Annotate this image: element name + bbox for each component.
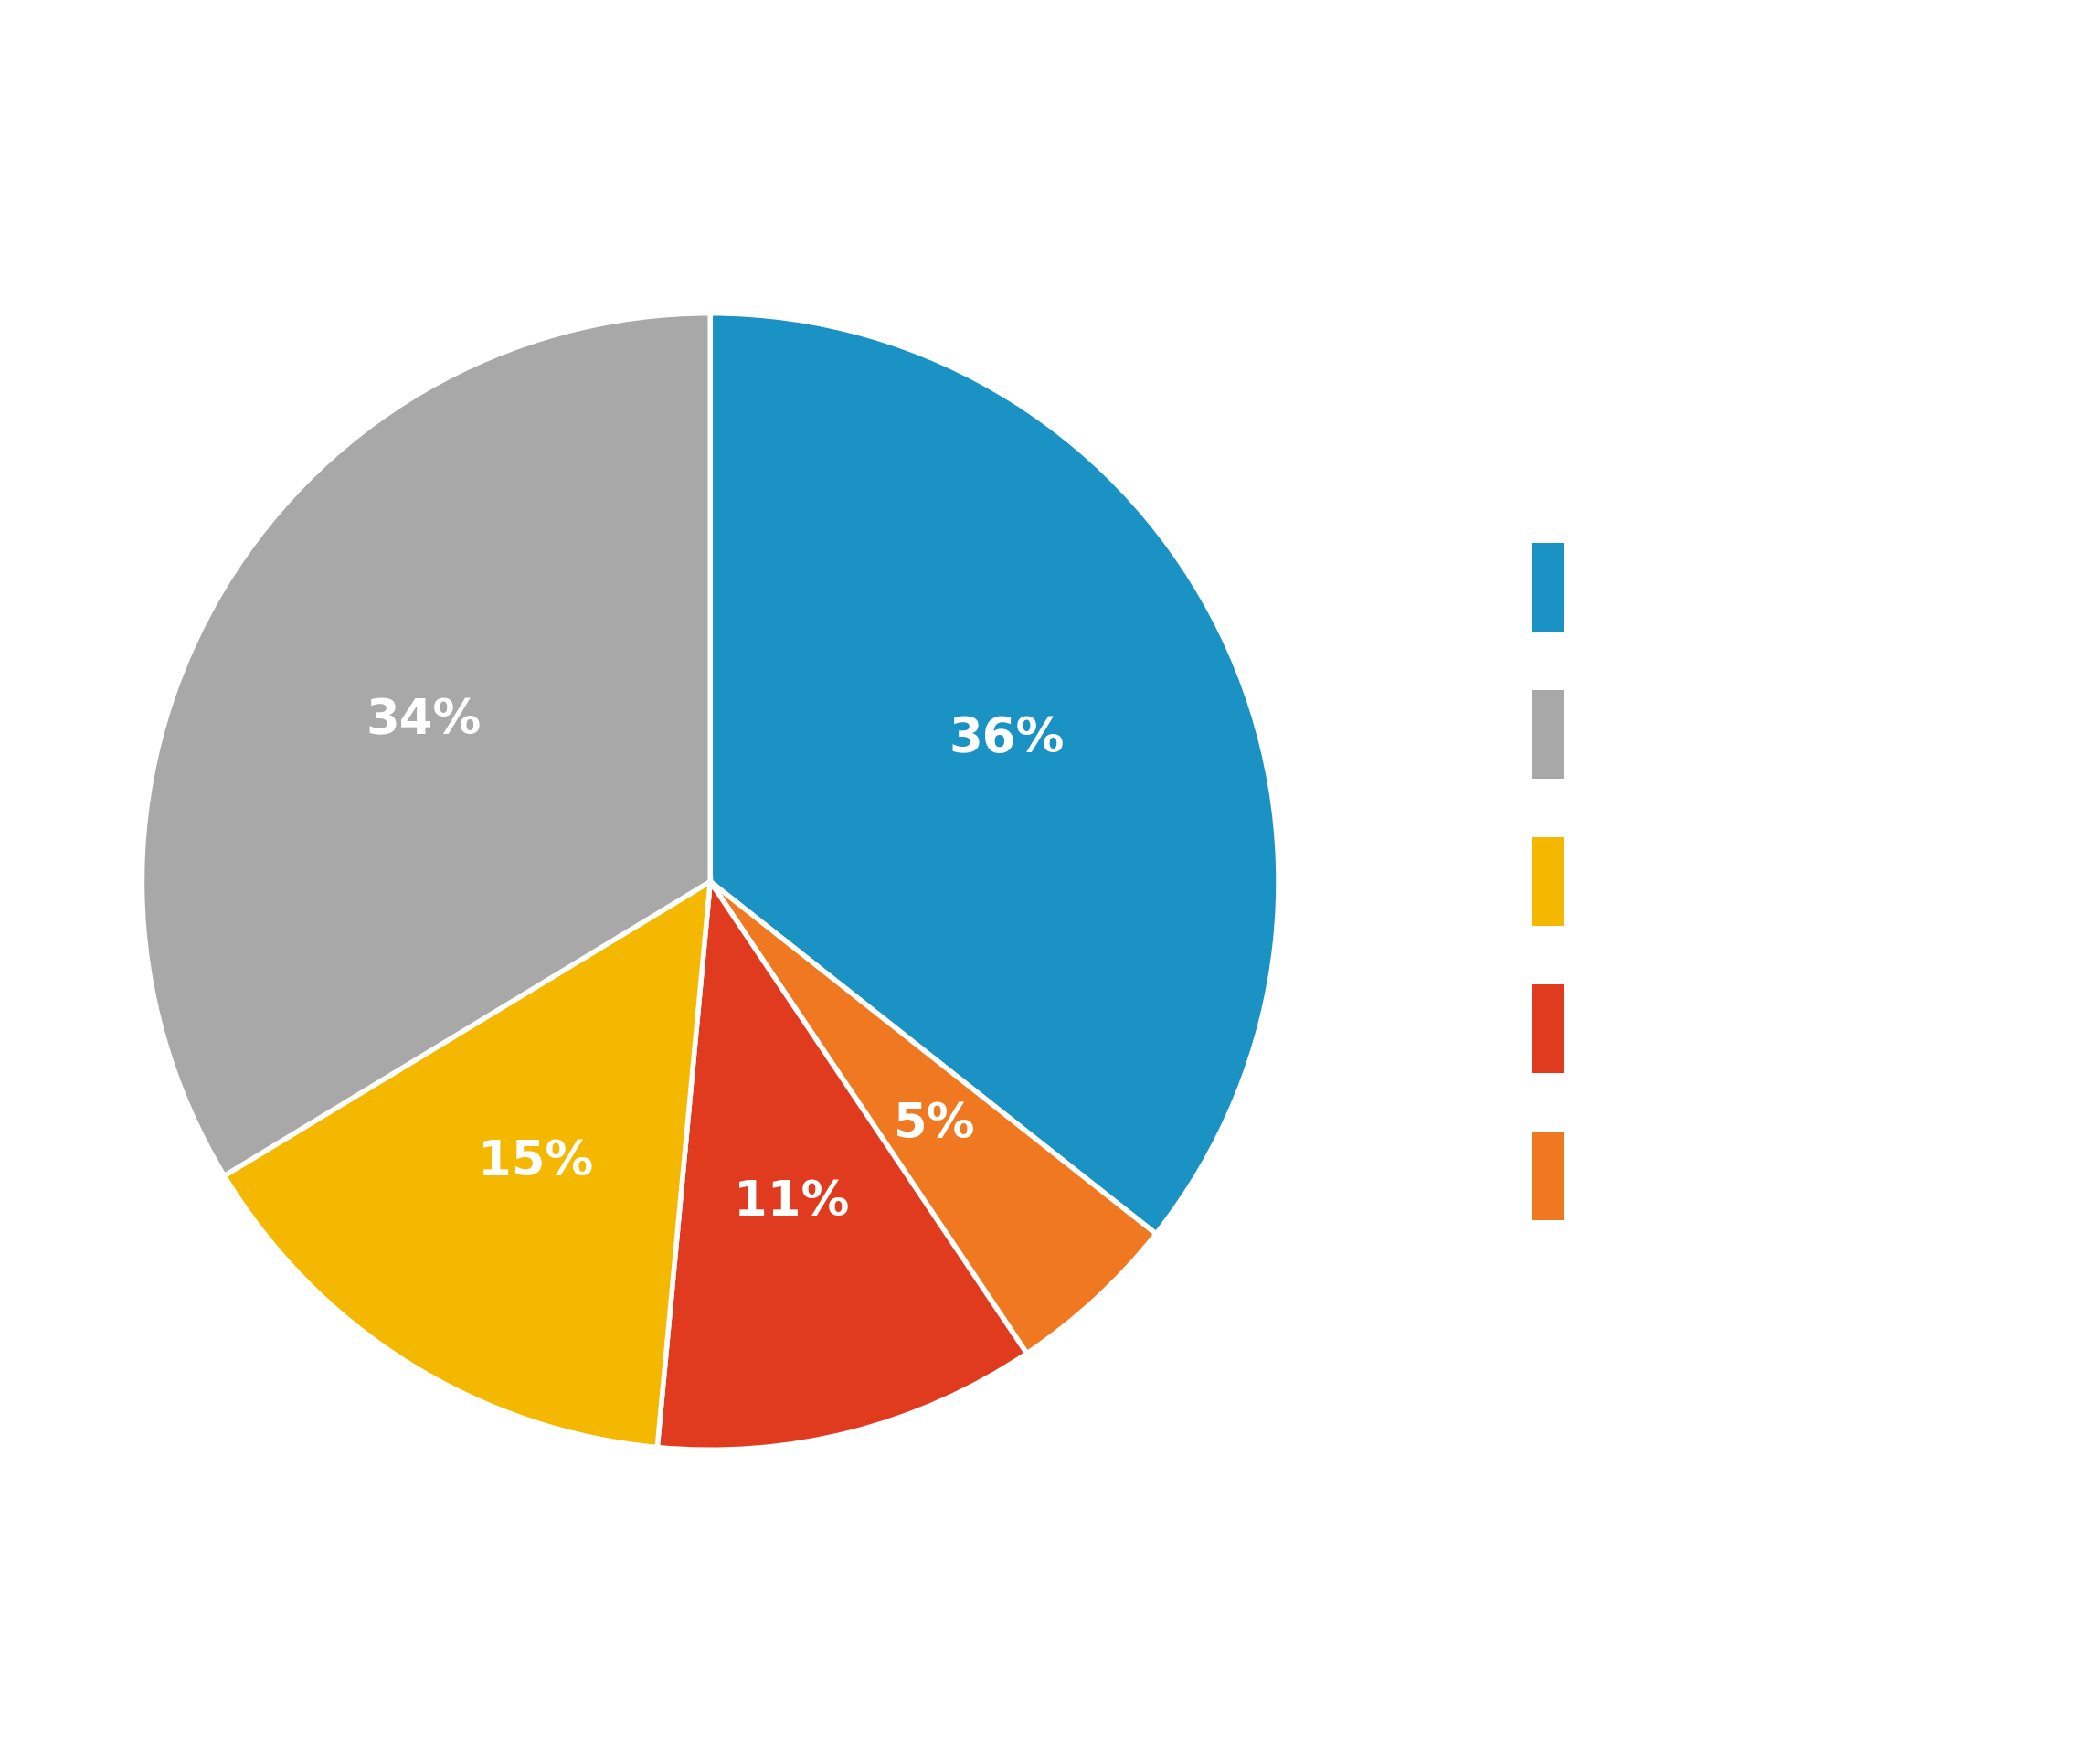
Bar bbox=[1531, 984, 1565, 1073]
Bar bbox=[1531, 838, 1565, 926]
Text: 5%: 5% bbox=[894, 1101, 976, 1148]
Text: 36%: 36% bbox=[948, 714, 1065, 762]
Bar bbox=[1531, 1132, 1565, 1221]
Wedge shape bbox=[658, 882, 1028, 1450]
Text: 11%: 11% bbox=[733, 1178, 848, 1224]
Wedge shape bbox=[710, 882, 1155, 1353]
Wedge shape bbox=[224, 882, 710, 1448]
Wedge shape bbox=[710, 314, 1278, 1235]
Text: 34%: 34% bbox=[366, 697, 480, 744]
Bar bbox=[1531, 543, 1565, 632]
Bar bbox=[1531, 691, 1565, 780]
Text: 15%: 15% bbox=[478, 1138, 593, 1185]
Wedge shape bbox=[142, 314, 710, 1177]
